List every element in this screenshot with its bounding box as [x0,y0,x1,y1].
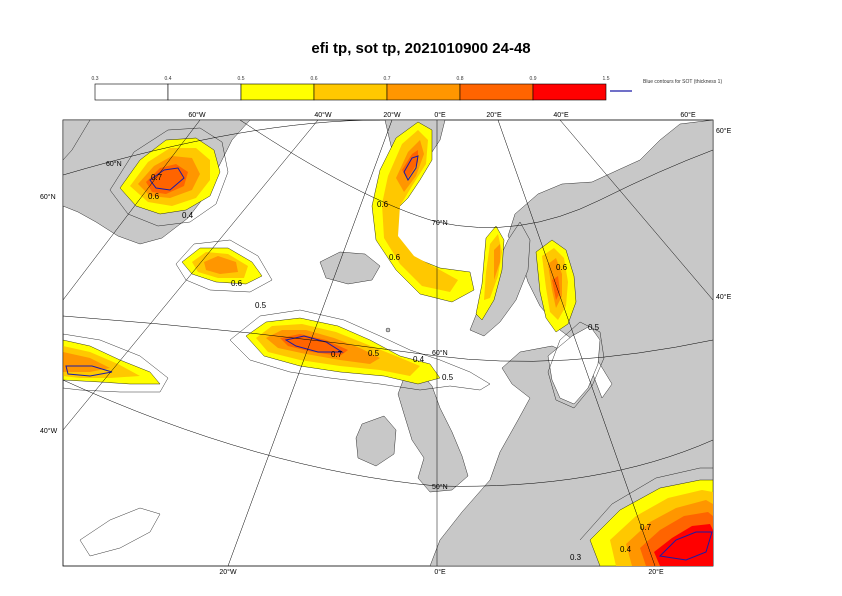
contour-label: 0.5 [255,301,267,310]
colorbar-tick: 0.5 [237,76,245,82]
colorbar-tick: 0.8 [456,76,464,82]
lon-label-top: 20°E [486,111,502,119]
colorbar-bin [313,83,388,101]
graticule [63,120,713,566]
map-content [63,120,713,566]
efi-region-southeast [589,479,713,566]
lon-label-bottom: 20°W [219,568,237,576]
colorbar-bin [386,83,461,101]
landmass-faroe [385,327,391,333]
landmass-iceland [319,251,381,285]
contour-label: 0.6 [148,192,160,201]
lat-label-inner: 60°N [106,160,122,168]
landmass-southwest-sea-land [63,120,91,161]
landmass-great-britain [397,371,469,493]
lat-label-right: 40°E [716,293,732,301]
contour-label: 0.4 [620,545,632,554]
efi-region-norway-coast [475,225,505,321]
colorbar [94,83,632,101]
sot-legend-text: Blue contours for SOT (thickness 1) [643,79,723,85]
landmass-ireland [355,415,397,467]
colorbar-tick: 0.6 [310,76,318,82]
contour-label: 0.6 [556,263,568,272]
lat-label-right: 60°E [716,127,732,135]
axis-labels: 60°W 40°W 20°W 0°E 20°E 40°E 60°E 20°W 0… [40,111,732,576]
lat-label-inner: 70°N [432,219,448,227]
contour-label: 0.6 [389,253,401,262]
efi-region-greenland-southeast [181,247,263,285]
colorbar-bin [167,83,242,101]
lon-label-top: 60°E [680,111,696,119]
contour-labels: 0.7 0.6 0.4 0.6 0.6 0.6 0.5 0.7 0.5 0.4 … [148,173,652,562]
contour-label: 0.6 [231,279,243,288]
colorbar-tick: 1.5 [602,76,610,82]
colorbar-bin [240,83,315,101]
lon-label-bottom: 0°E [434,568,446,576]
colorbar-tick: 0.9 [529,76,537,82]
baltic-sea [547,325,601,405]
contour-label: 0.7 [331,350,343,359]
lon-label-top: 40°E [553,111,569,119]
contour-label: 0.5 [588,323,600,332]
colorbar-bin [459,83,534,101]
lat-label-inner: 50°N [432,483,448,491]
contour-label: 0.4 [182,211,194,220]
contour-label: 0.4 [413,355,425,364]
contour-label: 0.6 [377,200,389,209]
map-title: efi tp, sot tp, 2021010900 24-48 [311,40,531,57]
lon-label-top: 60°W [188,111,206,119]
lon-label-top: 20°W [383,111,401,119]
lon-label-top: 40°W [314,111,332,119]
colorbar-tick: 0.7 [383,76,391,82]
efi-region-norwegian-sea-arc [371,121,475,303]
contour-label: 0.5 [442,373,454,382]
efi-thin-contours [63,127,713,557]
efi-region-west-atlantic [63,339,161,385]
contour-label: 0.5 [368,349,380,358]
efi-region-scandinavia [535,239,577,333]
lon-label-top: 0°E [434,111,446,119]
contour-label: 0.3 [570,553,582,562]
colorbar-tick: 0.4 [164,76,172,82]
efi-region-north-atlantic-band [245,317,441,385]
efi-region-greenland-west [119,137,221,215]
lat-label-inner: 60°N [432,349,448,357]
landmass-europe [429,120,713,566]
colorbar-bin [94,83,169,101]
contour-label: 0.7 [640,523,652,532]
colorbar-tick: 0.3 [91,76,99,82]
lon-label-bottom: 20°E [648,568,664,576]
colorbar-bin [532,83,607,101]
lat-label-left: 40°W [40,427,58,435]
lat-label-left: 60°N [40,193,56,201]
contour-label: 0.7 [151,173,163,182]
